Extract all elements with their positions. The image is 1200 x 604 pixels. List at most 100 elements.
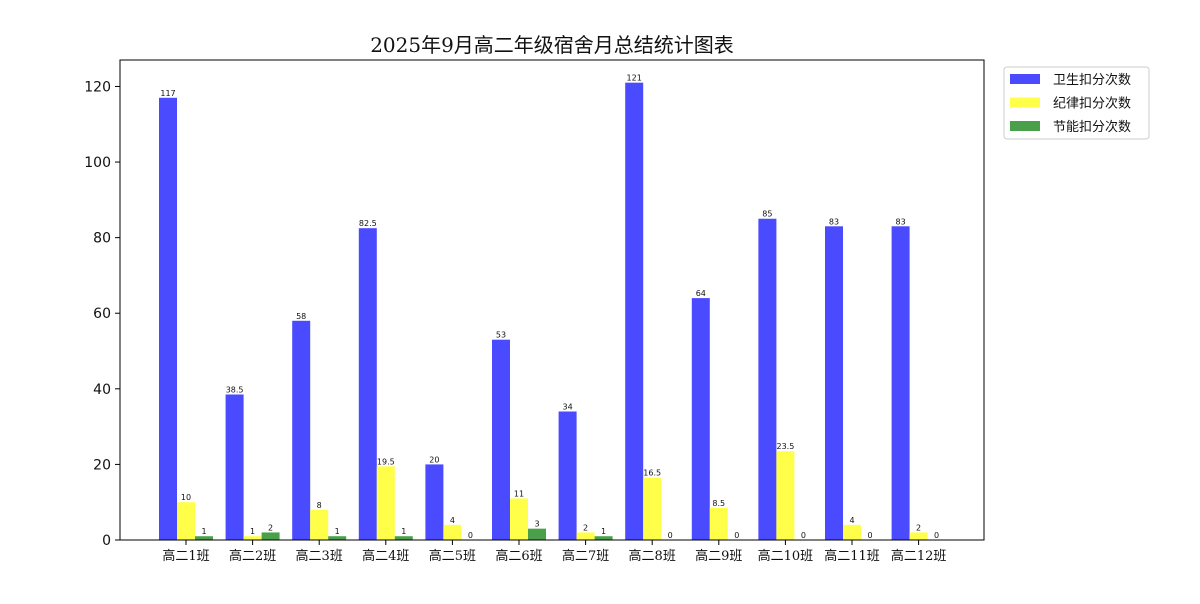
- bar-value-label: 0: [801, 531, 806, 540]
- x-axis: 高二1班 高二2班 高二3班 高二4班 高二5班 高二6班 高二7班 高二8班 高二9班 高二10…: [162, 540, 946, 564]
- bar: [261, 532, 280, 540]
- bars-layer: [159, 82, 928, 541]
- x-tick-label: 高二8班: [629, 548, 676, 564]
- bar: [891, 226, 910, 541]
- bar: [310, 509, 329, 540]
- bar: [558, 411, 577, 540]
- bar: [909, 532, 928, 540]
- bar-value-label: 0: [668, 531, 673, 540]
- x-tick-label: 高二6班: [495, 548, 542, 564]
- bar-value-label: 1: [601, 527, 606, 536]
- bar: [510, 498, 528, 540]
- legend-frame: [1003, 66, 1150, 140]
- bar: [492, 339, 510, 540]
- bar-value-label: 23.5: [776, 442, 794, 451]
- bar: [758, 218, 777, 541]
- bar-value-label: 10: [181, 493, 191, 502]
- y-tick-label: 120: [84, 79, 111, 95]
- bar: [376, 466, 395, 540]
- bar: [292, 320, 311, 540]
- bar-value-label: 8: [317, 501, 322, 510]
- bar: [825, 226, 843, 541]
- bar-value-label: 53: [496, 331, 506, 340]
- bar-value-label: 1: [335, 527, 340, 536]
- x-tick-label: 高二11班: [824, 548, 880, 564]
- legend-label: 节能扣分次数: [1053, 119, 1131, 135]
- bar-value-label: 19.5: [377, 457, 395, 466]
- bar-value-label: 2: [916, 523, 921, 532]
- x-tick-label: 高二7班: [562, 548, 609, 564]
- bar-value-label: 1: [201, 527, 206, 536]
- bar-value-label: 2: [583, 523, 588, 532]
- legend-swatch: [1010, 74, 1040, 84]
- x-tick-label: 高二9班: [695, 548, 742, 564]
- x-tick-label: 高二10班: [758, 548, 814, 564]
- bar-value-label: 20: [429, 455, 439, 464]
- bar-value-label: 4: [450, 516, 455, 525]
- bar-value-label: 83: [896, 217, 906, 226]
- bar-value-label: 0: [867, 531, 872, 540]
- bar: [443, 524, 462, 540]
- bar-value-label: 0: [934, 531, 939, 540]
- y-tick-label: 20: [93, 457, 111, 473]
- bar-value-label: 117: [160, 89, 175, 98]
- y-tick-label: 0: [102, 533, 111, 549]
- bar-value-label: 3: [534, 520, 539, 529]
- legend-label: 纪律扣分次数: [1053, 96, 1131, 112]
- bar-value-label: 0: [468, 531, 473, 540]
- bar-value-label: 1: [250, 527, 255, 536]
- bar-value-label: 11: [514, 489, 524, 498]
- bar-value-label: 82.5: [359, 219, 377, 228]
- bar-value-label: 4: [849, 516, 854, 525]
- bar: [225, 394, 244, 540]
- bar: [643, 477, 662, 540]
- legend-swatch: [1010, 121, 1040, 131]
- bar-value-label: 64: [696, 289, 706, 298]
- chart-title: 2025年9月高二年级宿舍月总结统计图表: [370, 33, 734, 57]
- bar: [576, 532, 595, 540]
- bar: [528, 528, 546, 540]
- bar-value-label: 2: [268, 523, 273, 532]
- bar: [394, 536, 413, 540]
- x-tick-label: 高二4班: [362, 548, 409, 564]
- bar: [843, 524, 861, 540]
- bar-value-label: 0: [734, 531, 739, 540]
- legend-label: 卫生扣分次数: [1053, 72, 1131, 88]
- y-axis: 0 20 40 60 80 100 120: [84, 79, 120, 549]
- bar: [177, 502, 195, 540]
- x-tick-label: 高二12班: [891, 548, 947, 564]
- x-tick-label: 高二3班: [296, 548, 343, 564]
- bar: [243, 536, 262, 540]
- bar-value-label: 83: [829, 217, 839, 226]
- bar: [195, 536, 213, 540]
- bar-value-label: 1: [401, 527, 406, 536]
- bar-value-label: 85: [762, 210, 772, 219]
- bar: [625, 82, 644, 541]
- bar: [776, 451, 795, 540]
- y-tick-label: 80: [93, 231, 111, 247]
- legend-swatch: [1010, 97, 1040, 108]
- bar: [594, 536, 613, 540]
- plot-frame: [119, 59, 985, 541]
- x-tick-label: 高二2班: [229, 548, 276, 564]
- y-tick-label: 40: [93, 382, 111, 398]
- x-tick-label: 高二1班: [162, 548, 209, 564]
- y-tick-label: 60: [93, 306, 111, 322]
- bar-value-label: 58: [296, 312, 306, 321]
- bar-value-label: 34: [563, 403, 573, 412]
- bar: [159, 97, 177, 541]
- bar-value-label: 121: [627, 74, 642, 83]
- bar: [328, 536, 347, 540]
- bar-value-label: 8.5: [712, 499, 725, 508]
- bar-value-label: 38.5: [226, 385, 244, 394]
- x-tick-label: 高二5班: [429, 548, 476, 564]
- bar: [691, 298, 710, 540]
- y-tick-label: 100: [84, 155, 111, 171]
- bar: [709, 507, 728, 540]
- bar: [425, 464, 444, 540]
- bar: [358, 228, 377, 540]
